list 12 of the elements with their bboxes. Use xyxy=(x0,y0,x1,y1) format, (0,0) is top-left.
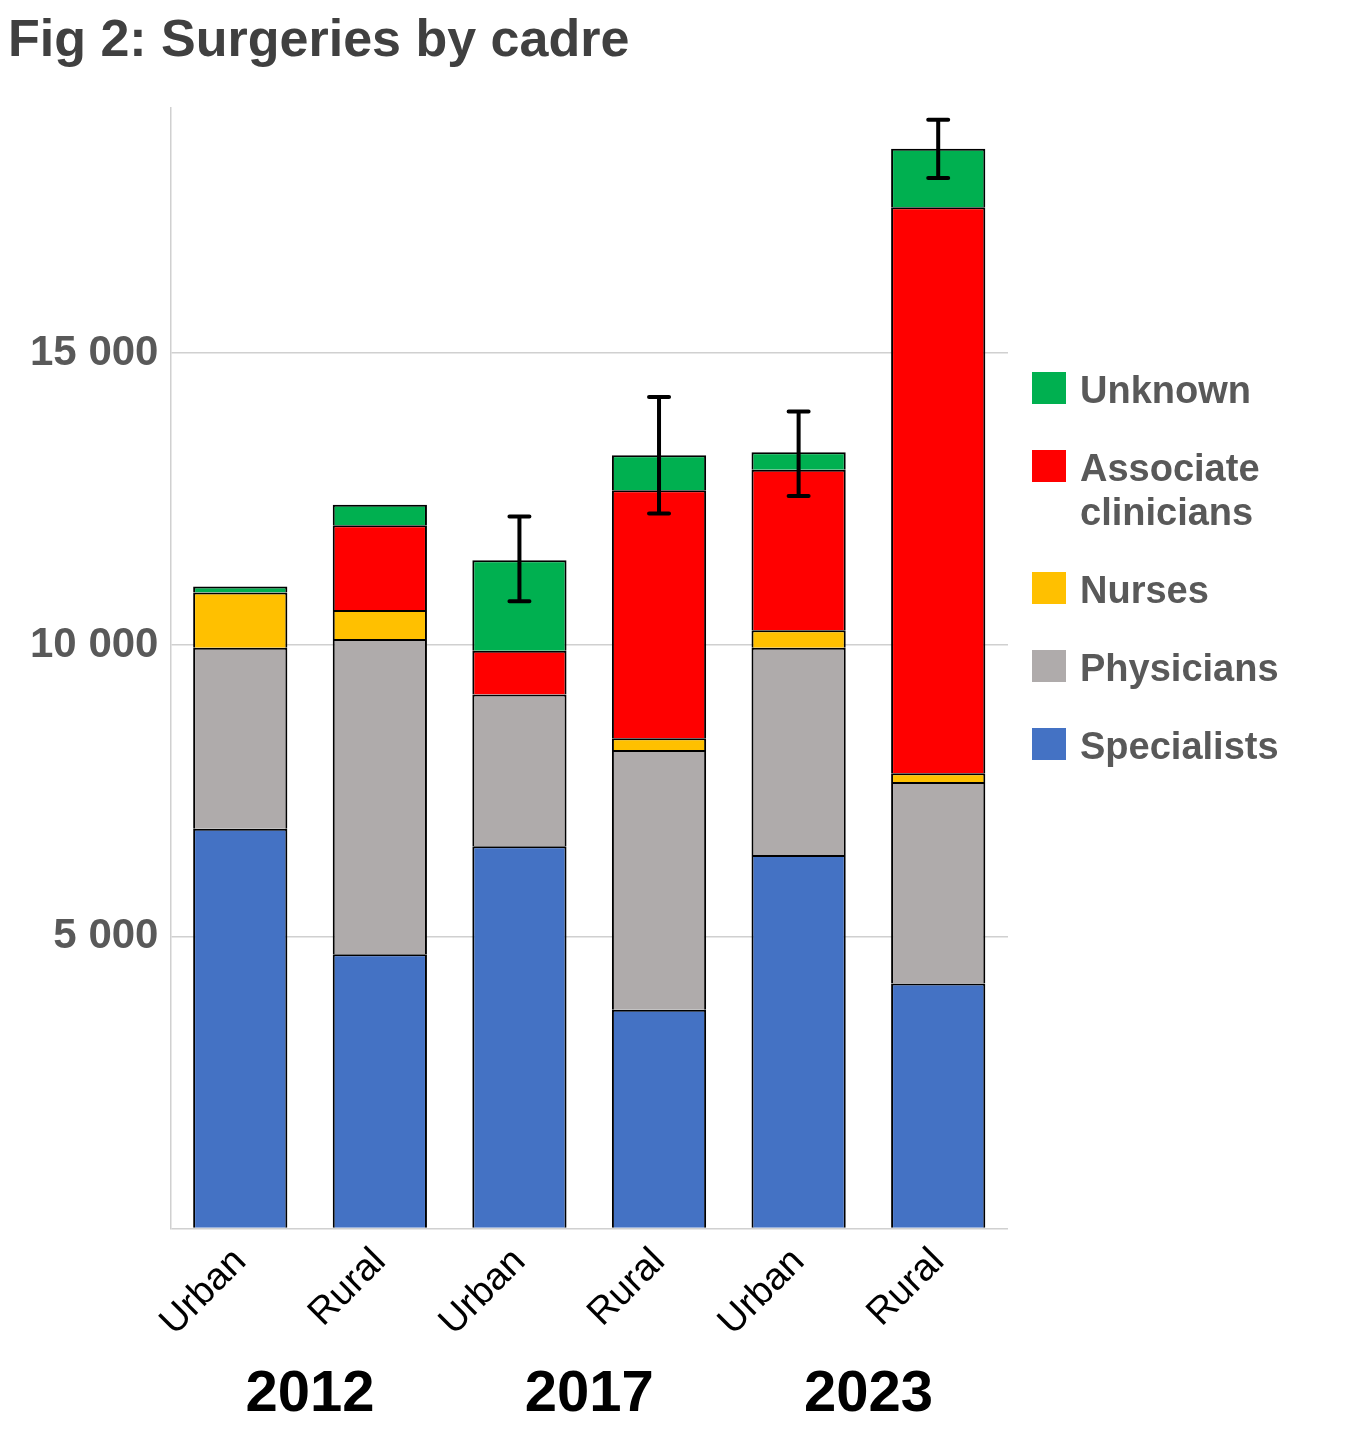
legend-label: Associate clinicians xyxy=(1080,446,1261,534)
y-tick-label: 5 000 xyxy=(53,910,159,958)
y-tick-label: 10 000 xyxy=(29,618,159,666)
text: 2012 xyxy=(245,1358,375,1423)
text: 2017 xyxy=(524,1358,654,1423)
chart-title: Fig 2: Surgeries by cadre xyxy=(8,8,631,68)
legend-label: Specialists xyxy=(1080,724,1279,768)
legend-label: Nurses xyxy=(1080,568,1209,612)
legend-label: Unknown xyxy=(1080,368,1251,412)
text: 2023 xyxy=(803,1358,933,1423)
y-tick-label: 15 000 xyxy=(29,326,159,374)
legend-label: Physicians xyxy=(1080,646,1279,690)
